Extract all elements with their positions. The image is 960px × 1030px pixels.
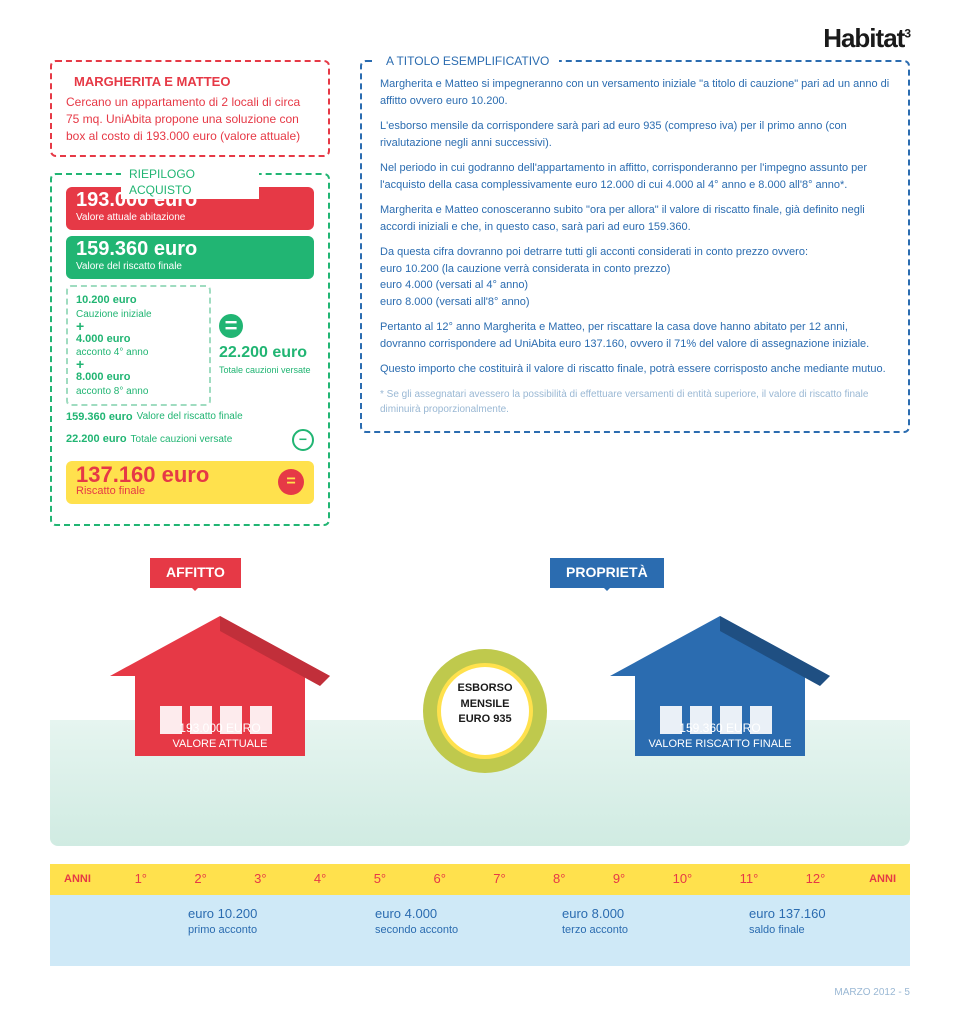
year-label: 4°: [314, 870, 326, 888]
brand-logo: Habitat3: [823, 20, 910, 56]
house-blue-label: 159.360 EURO VALORE RISCATTO FINALE: [620, 721, 820, 751]
cauzioni-detail: 10.200 euro Cauzione iniziale + 4.000 eu…: [66, 285, 211, 405]
intro-box: MARGHERITA E MATTEO Cercano un appartame…: [50, 60, 330, 157]
year-label: 8°: [553, 870, 565, 888]
year-label: 9°: [613, 870, 625, 888]
illustration: AFFITTO PROPRIETÀ 193.000 EURO VALORE AT…: [50, 566, 910, 846]
anni-bar: ANNI 1°2°3°4°5°6°7°8°9°10°11°12° ANNI: [50, 864, 910, 894]
explain-box: A TITOLO ESEMPLIFICATIVO Margherita e Ma…: [360, 60, 910, 433]
year-label: 11°: [740, 870, 759, 888]
riscatto-finale: 137.160 euro Riscatto finale =: [66, 461, 314, 504]
year-label: 6°: [433, 870, 445, 888]
page-footer: MARZO 2012 - 5: [50, 986, 910, 1000]
pay-2: euro 4.000 secondo acconto: [375, 905, 522, 939]
payments-row: euro 10.200 primo acconto euro 4.000 sec…: [50, 895, 910, 967]
intro-text: Cercano un appartamento di 2 locali di c…: [66, 94, 314, 144]
explain-p5: Da questa cifra dovranno poi detrarre tu…: [380, 244, 890, 310]
pay-1: euro 10.200 primo acconto: [188, 905, 335, 939]
explain-p2: L'esborso mensile da corrispondere sarà …: [380, 118, 890, 151]
explain-p3: Nel periodo in cui godranno dell'apparta…: [380, 160, 890, 193]
tag-affitto: AFFITTO: [150, 558, 241, 588]
year-label: 5°: [374, 870, 386, 888]
calc-cauzioni: 22.200 euro Totale cauzioni versate −: [66, 429, 314, 451]
year-label: 10°: [673, 870, 693, 888]
explain-p4: Margherita e Matteo conosceranno subito …: [380, 202, 890, 235]
year-label: 12°: [806, 870, 826, 888]
explain-p6: Pertanto al 12° anno Margherita e Matteo…: [380, 319, 890, 352]
year-label: 2°: [194, 870, 206, 888]
totale-cauzioni: = 22.200 euro Totale cauzioni versate: [219, 285, 314, 405]
valore-riscatto: 159.360 euro Valore del riscatto finale: [66, 236, 314, 279]
esborso-label: ESBORSO MENSILE EURO 935: [435, 681, 535, 727]
summary-box: RIEPILOGO ACQUISTO 193.000 euro Valore a…: [50, 173, 330, 527]
explain-p1: Margherita e Matteo si impegneranno con …: [380, 76, 890, 109]
year-label: 1°: [135, 870, 147, 888]
house-red-label: 193.000 EURO VALORE ATTUALE: [120, 721, 320, 751]
year-label: 3°: [254, 870, 266, 888]
timeline: ANNI 1°2°3°4°5°6°7°8°9°10°11°12° ANNI eu…: [50, 864, 910, 966]
pay-3: euro 8.000 terzo acconto: [562, 905, 709, 939]
intro-title: MARGHERITA E MATTEO: [66, 72, 238, 92]
explain-title: A TITOLO ESEMPLIFICATIVO: [376, 53, 559, 70]
year-label: 7°: [493, 870, 505, 888]
explain-note: Se gli assegnatari avessero la possibili…: [380, 387, 890, 417]
years-row: 1° 2° 3° 4° 5° 6° 7° 8° 9° 10° 11° 12°: [91, 870, 869, 888]
summary-title: RIEPILOGO ACQUISTO: [121, 166, 259, 200]
tag-proprieta: PROPRIETÀ: [550, 558, 664, 588]
pay-4: euro 137.160 saldo finale: [749, 905, 896, 939]
explain-p7: Questo importo che costituirà il valore …: [380, 361, 890, 378]
calc-riscatto: 159.360 euro Valore del riscatto finale: [66, 410, 314, 425]
